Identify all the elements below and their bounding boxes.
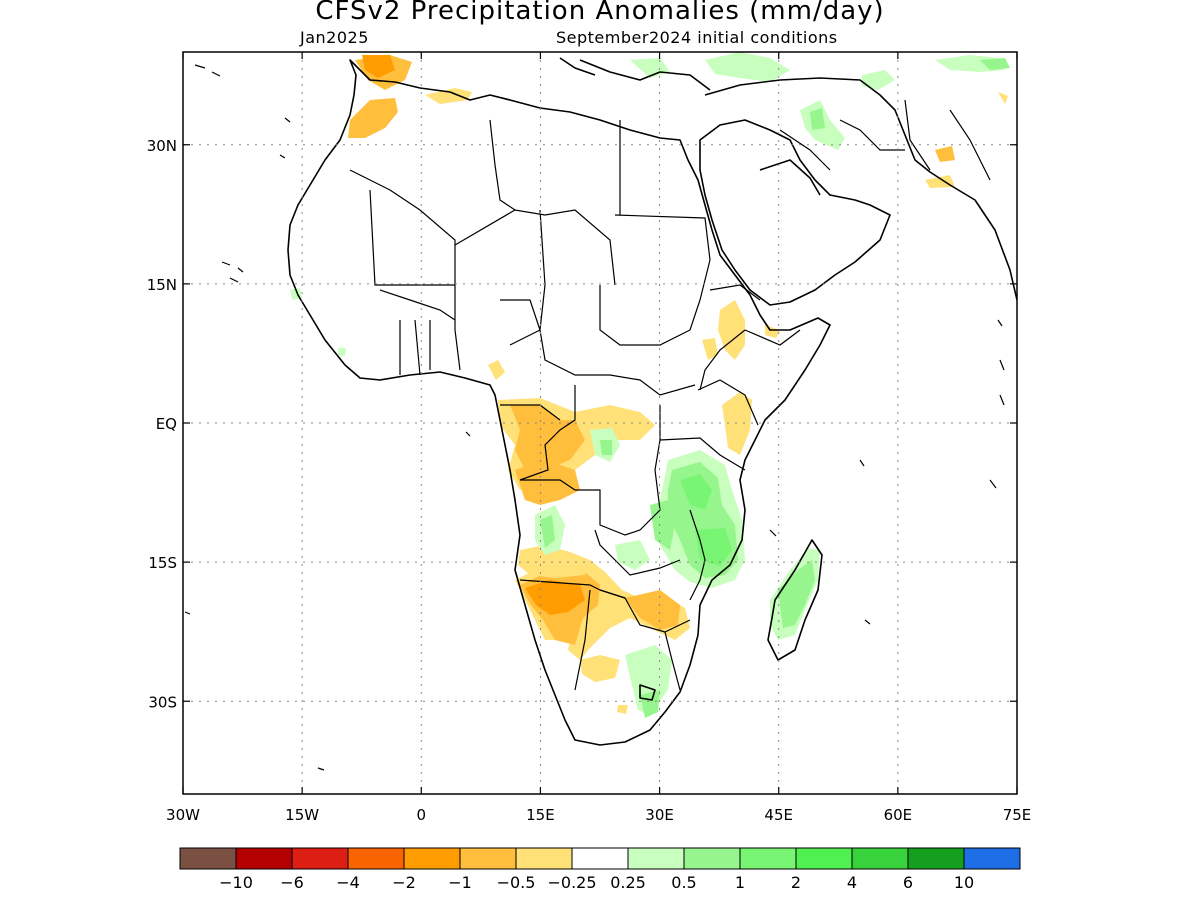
colorbar-label: 0.25 [610, 873, 646, 892]
x-tick-label: 15W [285, 806, 319, 824]
colorbar-swatch [179, 847, 237, 870]
y-tick-label: EQ [156, 415, 177, 433]
colorbar-swatch [627, 847, 685, 870]
colorbar-label: 4 [847, 873, 857, 892]
y-tick-label: 15N [147, 276, 177, 294]
colorbar-label: −0.5 [497, 873, 536, 892]
colorbar-swatch [907, 847, 965, 870]
x-axis: 30W 15W 0 15E 30E 45E 60E 75E [166, 52, 1031, 824]
x-tick-label: 60E [884, 806, 913, 824]
map-plot-area [184, 52, 1017, 771]
colorbar-swatch [515, 847, 573, 870]
map-title: CFSv2 Precipitation Anomalies (mm/day) [315, 0, 885, 26]
colorbar-swatch [235, 847, 293, 870]
colorbar-swatch [963, 847, 1021, 870]
x-tick-label: 45E [764, 806, 793, 824]
y-tick-label: 30S [148, 693, 177, 711]
y-tick-label: 15S [148, 554, 177, 572]
map-gridlines [183, 52, 1017, 794]
colorbar-swatch [291, 847, 349, 870]
month-label: Jan2025 [300, 28, 369, 47]
islands [184, 64, 1005, 771]
y-axis: 30N 15N EQ 15S 30S [147, 137, 1017, 711]
colorbar-label: 2 [791, 873, 801, 892]
country-borders [349, 99, 991, 691]
colorbar-label: 10 [954, 873, 974, 892]
x-tick-label: 30W [166, 806, 200, 824]
colorbar-label: −4 [336, 873, 360, 892]
x-tick-label: 75E [1003, 806, 1032, 824]
colorbar-swatch [571, 847, 629, 870]
dry-anomaly-shading [348, 55, 1008, 714]
colorbar-label: 1 [735, 873, 745, 892]
colorbar-label: 6 [903, 873, 913, 892]
colorbar-swatch [403, 847, 461, 870]
colorbar-label: −6 [280, 873, 304, 892]
colorbar-label: −10 [219, 873, 253, 892]
colorbar-label: 0.5 [671, 873, 696, 892]
y-tick-label: 30N [147, 137, 177, 155]
initial-conditions-label: September2024 initial conditions [556, 28, 838, 47]
colorbar-swatch [459, 847, 517, 870]
colorbar-swatch [683, 847, 741, 870]
colorbar-label: −0.25 [547, 873, 596, 892]
colorbar-label: −2 [392, 873, 416, 892]
x-tick-label: 15E [526, 806, 555, 824]
x-tick-label: 30E [645, 806, 674, 824]
colorbar-swatch [739, 847, 797, 870]
coastlines [287, 57, 1017, 746]
colorbar-swatch [347, 847, 405, 870]
wet-anomaly-shading [290, 52, 1010, 718]
colorbar-label: −1 [448, 873, 472, 892]
colorbar-swatch [795, 847, 853, 870]
colorbar-swatch [851, 847, 909, 870]
colorbar: −10 −6 −4 −2 −1 −0.5 −0.25 0.25 0.5 1 2 4 6 10 [179, 847, 1021, 892]
x-tick-label: 0 [417, 806, 427, 824]
